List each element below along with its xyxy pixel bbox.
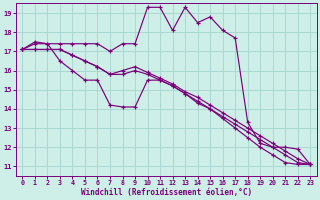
X-axis label: Windchill (Refroidissement éolien,°C): Windchill (Refroidissement éolien,°C): [81, 188, 252, 197]
